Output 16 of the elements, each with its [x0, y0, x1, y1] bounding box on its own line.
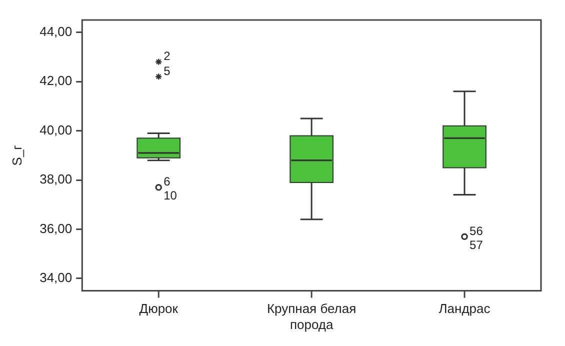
annotation: 6	[164, 174, 171, 189]
y-tick-label: 42,00	[40, 73, 72, 88]
y-tick-label: 34,00	[40, 270, 72, 286]
x-tick-label: Ландрас	[438, 301, 491, 316]
annotation: 10	[164, 188, 178, 203]
y-tick-label: 44,00	[40, 24, 72, 39]
y-axis-title: S_г	[9, 144, 24, 166]
x-tick-label: Дюрок	[139, 301, 178, 316]
annotation: 2	[164, 49, 171, 64]
x-tick-label: Крупная белая порода	[266, 301, 356, 332]
y-tick-label: 36,00	[40, 220, 72, 236]
annotation: 5	[164, 64, 171, 78]
y-tick-label: 40,00	[40, 122, 72, 138]
y-tick-label: 38,00	[40, 172, 72, 187]
annotation: 56	[470, 224, 484, 238]
annotation: 57	[470, 238, 484, 252]
